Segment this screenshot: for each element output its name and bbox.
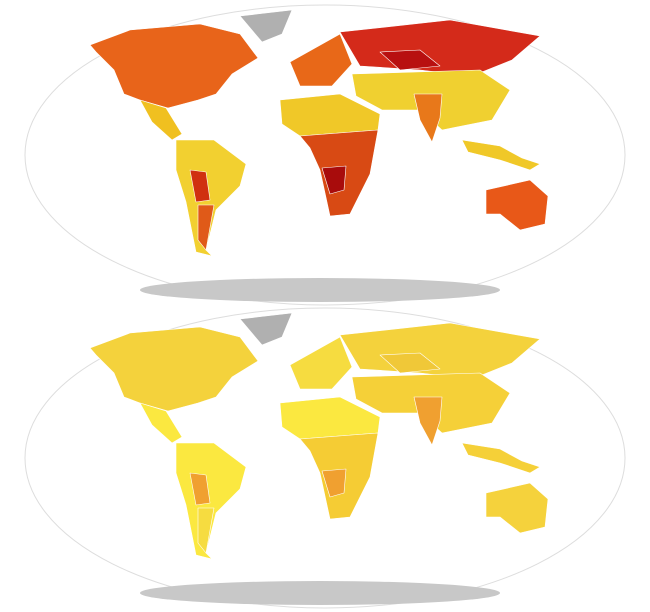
antarctica	[140, 278, 500, 302]
map-bottom	[24, 307, 626, 609]
map-top	[24, 4, 626, 306]
antarctica	[140, 581, 500, 605]
